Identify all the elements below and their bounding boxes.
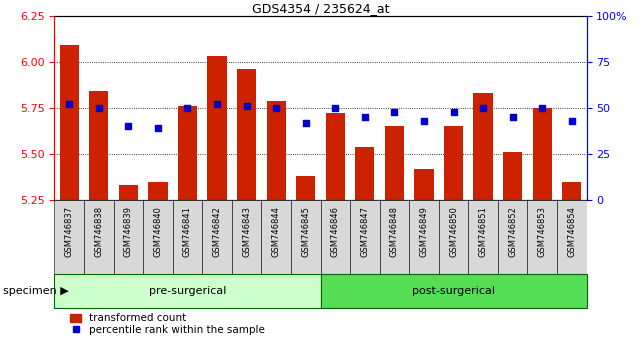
Bar	[148, 182, 167, 200]
Bar	[178, 106, 197, 200]
Bar	[379, 200, 409, 274]
Text: GSM746854: GSM746854	[567, 206, 576, 257]
Point	[301, 120, 311, 126]
Bar	[503, 152, 522, 200]
Bar	[562, 182, 581, 200]
Text: GSM746851: GSM746851	[479, 206, 488, 257]
Point	[389, 109, 399, 114]
Bar	[296, 176, 315, 200]
Bar	[414, 169, 433, 200]
Text: post-surgerical: post-surgerical	[412, 286, 495, 296]
Text: GSM746840: GSM746840	[153, 206, 162, 257]
Bar	[60, 45, 79, 200]
Text: GSM746848: GSM746848	[390, 206, 399, 257]
Bar	[203, 200, 232, 274]
Text: GSM746845: GSM746845	[301, 206, 310, 257]
Point	[448, 109, 458, 114]
Bar	[438, 200, 469, 274]
Text: GSM746842: GSM746842	[213, 206, 222, 257]
Bar	[528, 200, 557, 274]
Bar	[320, 200, 350, 274]
Bar	[385, 126, 404, 200]
Text: pre-surgerical: pre-surgerical	[149, 286, 226, 296]
Bar	[320, 274, 587, 308]
Point	[478, 105, 488, 111]
Bar	[355, 147, 374, 200]
Bar	[208, 56, 227, 200]
Bar	[262, 200, 291, 274]
Bar	[557, 200, 587, 274]
Bar	[291, 200, 320, 274]
Bar	[237, 69, 256, 200]
Text: GSM746844: GSM746844	[272, 206, 281, 257]
Bar	[119, 185, 138, 200]
Bar	[143, 200, 172, 274]
Text: GSM746843: GSM746843	[242, 206, 251, 257]
Text: GSM746853: GSM746853	[538, 206, 547, 257]
Bar	[409, 200, 438, 274]
Text: GSM746838: GSM746838	[94, 206, 103, 257]
Bar	[113, 200, 143, 274]
Bar	[89, 91, 108, 200]
Point	[123, 124, 133, 129]
Point	[567, 118, 577, 124]
Bar	[172, 200, 203, 274]
Text: GSM746847: GSM746847	[360, 206, 369, 257]
Text: GSM746849: GSM746849	[419, 206, 428, 257]
Bar	[469, 200, 498, 274]
Bar	[267, 101, 286, 200]
Point	[271, 105, 281, 111]
Bar	[350, 200, 379, 274]
Point	[508, 114, 518, 120]
Point	[212, 102, 222, 107]
Text: GSM746839: GSM746839	[124, 206, 133, 257]
Bar	[326, 114, 345, 200]
Bar	[54, 200, 84, 274]
Point	[64, 102, 74, 107]
Title: GDS4354 / 235624_at: GDS4354 / 235624_at	[252, 2, 389, 15]
Point	[419, 118, 429, 124]
Text: GSM746850: GSM746850	[449, 206, 458, 257]
Bar	[474, 93, 493, 200]
Bar	[498, 200, 528, 274]
Text: GSM746841: GSM746841	[183, 206, 192, 257]
Text: GSM746846: GSM746846	[331, 206, 340, 257]
Text: GSM746852: GSM746852	[508, 206, 517, 257]
Legend: transformed count, percentile rank within the sample: transformed count, percentile rank withi…	[71, 313, 265, 335]
Point	[537, 105, 547, 111]
Bar	[84, 200, 113, 274]
Point	[242, 103, 252, 109]
Text: GSM746837: GSM746837	[65, 206, 74, 257]
Text: specimen ▶: specimen ▶	[3, 286, 69, 296]
Point	[183, 105, 193, 111]
Bar	[533, 108, 552, 200]
Bar	[54, 274, 320, 308]
Point	[330, 105, 340, 111]
Point	[94, 105, 104, 111]
Point	[153, 125, 163, 131]
Bar	[444, 126, 463, 200]
Bar	[232, 200, 262, 274]
Point	[360, 114, 370, 120]
